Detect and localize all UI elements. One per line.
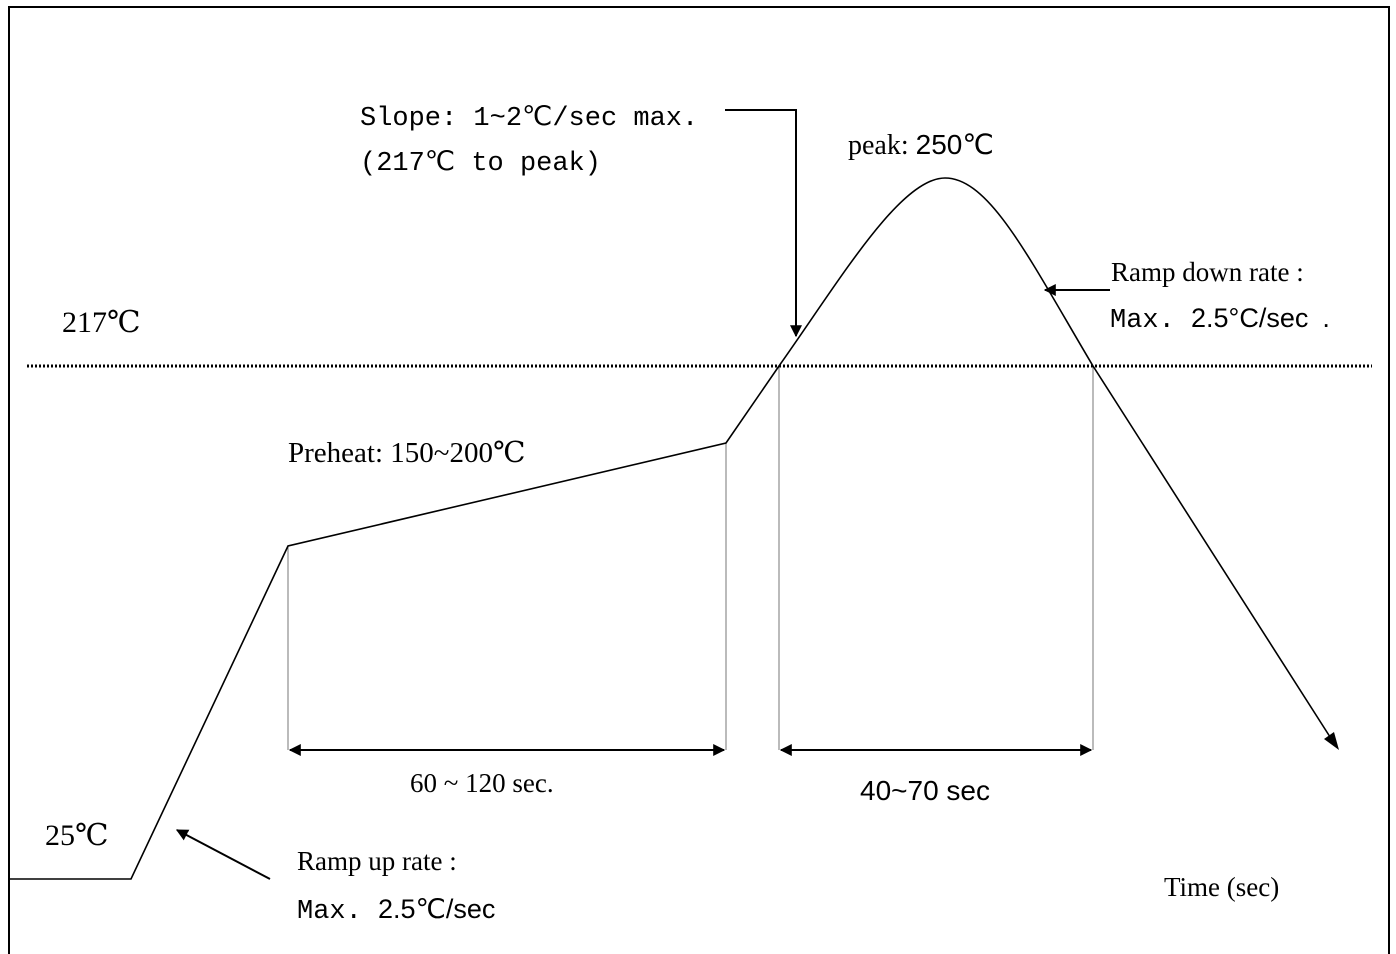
preheat-label: Preheat: 150~200℃: [288, 437, 526, 469]
peak-label-value: 250℃: [915, 129, 994, 160]
temperature-profile-curve: [9, 177, 1333, 880]
peak-label: peak: 250℃: [848, 131, 994, 160]
ramp-down-end-arrowhead: [1324, 732, 1339, 750]
ramp-down-prefix: Max.: [1110, 306, 1192, 336]
slope-label-line1: Slope: 1~2℃/sec max.: [360, 104, 699, 134]
reflow-duration-label: 40~70 sec: [860, 775, 990, 806]
peak-label-prefix: peak:: [848, 130, 916, 161]
ramp-up-label-line1: Ramp up rate :: [297, 846, 457, 876]
ramp-down-suffix: .: [1322, 303, 1330, 333]
ramp-up-callout-arrow: [175, 829, 271, 880]
ramp-up-label-line2: Max. 2.5℃/sec: [297, 896, 495, 926]
start-temp-label: 25℃: [45, 819, 109, 852]
ramp-up-prefix: Max.: [297, 897, 379, 927]
diagram-border: [8, 6, 1390, 954]
ramp-up-value: 2.5℃/sec: [378, 894, 496, 924]
preheat-duration-label: 60 ~ 120 sec.: [410, 768, 554, 798]
ramp-down-label-line1: Ramp down rate :: [1111, 257, 1304, 287]
ramp-down-label-line2: Max. 2.5°C/sec.: [1110, 305, 1330, 335]
time-axis-label: Time (sec): [1164, 872, 1280, 902]
liquidus-temp-label: 217℃: [62, 306, 141, 339]
slope-callout-arrow: [725, 109, 802, 338]
slope-label-line2: (217℃ to peak): [360, 149, 601, 179]
ramp-down-value: 2.5°C/sec: [1191, 303, 1309, 333]
